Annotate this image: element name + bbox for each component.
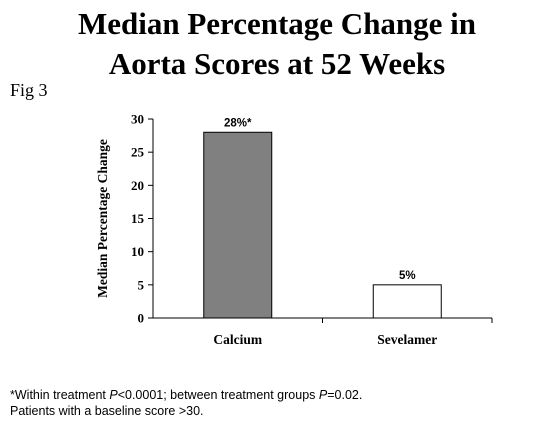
footnote-p-symbol-2: P — [318, 388, 328, 402]
y-tick-label: 30 — [131, 112, 144, 127]
footnote-line-1: *Within treatment P<0.0001; between trea… — [10, 387, 362, 403]
footnote: *Within treatment P<0.0001; between trea… — [10, 387, 362, 419]
chart-title: Median Percentage Change in Aorta Scores… — [0, 4, 554, 84]
y-tick-label: 20 — [131, 178, 144, 193]
footnote-line-2: Patients with a baseline score >30. — [10, 404, 204, 418]
y-axis-label: Median Percentage Change — [95, 139, 110, 298]
y-tick-label: 5 — [138, 277, 145, 292]
footnote-text-b: <0.0001; between treatment groups — [117, 388, 319, 402]
y-tick-label: 0 — [138, 311, 145, 326]
data-label: 28%* — [224, 117, 252, 129]
y-tick-label: 25 — [131, 145, 145, 160]
footnote-text-c: =0.02. — [327, 388, 363, 402]
footnote-text-a: *Within treatment — [10, 388, 110, 402]
x-tick-label: Sevelamer — [377, 332, 437, 347]
chart-title-line-1: Median Percentage Change in — [77, 6, 477, 41]
data-label: 5% — [399, 270, 416, 282]
bar-calcium — [203, 131, 273, 319]
figure-label: Fig 3 — [10, 80, 48, 100]
chart-title-line-2: Aorta Scores at 52 Weeks — [108, 46, 446, 81]
y-tick-label: 15 — [131, 211, 145, 226]
bar-sevelamer — [372, 284, 442, 319]
y-tick-label: 10 — [131, 244, 144, 259]
footnote-p-symbol-1: P — [109, 388, 118, 402]
x-tick-label: Calcium — [213, 332, 263, 347]
